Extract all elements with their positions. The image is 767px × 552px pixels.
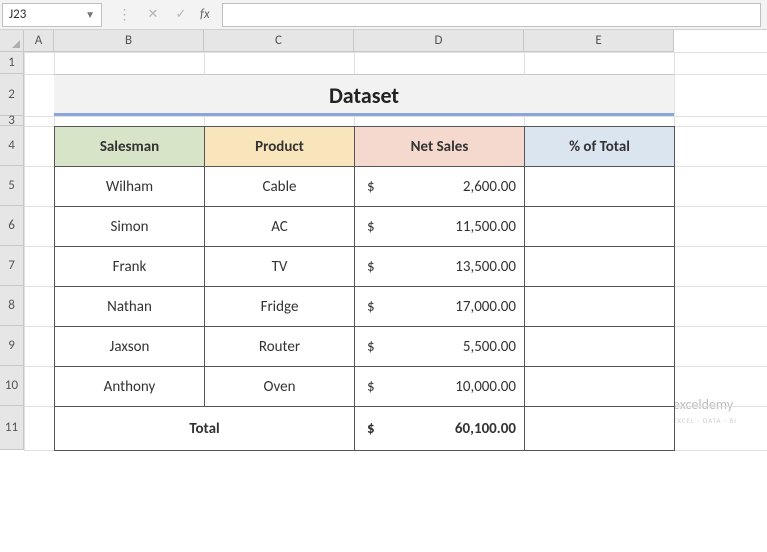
header-net-sales[interactable]: Net Sales (355, 127, 525, 167)
row-header-2[interactable]: 2 (0, 74, 24, 116)
cell-salesman[interactable]: Jaxson (55, 327, 205, 367)
enter-icon[interactable]: ✓ (168, 4, 194, 26)
cell-salesman[interactable]: Frank (55, 247, 205, 287)
data-table: Salesman Product Net Sales % of Total Wi… (54, 126, 675, 451)
cell-net-sales[interactable]: $17,000.00 (355, 287, 525, 327)
dataset-title: Dataset (54, 74, 674, 116)
cell-pct-total[interactable] (525, 207, 675, 247)
amount-value: 2,600.00 (463, 178, 516, 196)
gridline-h (24, 116, 767, 117)
row-header-6[interactable]: 6 (0, 206, 24, 246)
watermark-brand: exceldemy (673, 396, 733, 413)
amount-value: 13,500.00 (455, 258, 516, 276)
cell-pct-total[interactable] (525, 167, 675, 207)
amount-value: 5,500.00 (463, 338, 516, 356)
cell-product[interactable]: Cable (205, 167, 355, 207)
title-underline (54, 113, 674, 116)
table-row: AnthonyOven$10,000.00 (55, 367, 675, 407)
amount-value: 10,000.00 (455, 378, 516, 396)
table-row: FrankTV$13,500.00 (55, 247, 675, 287)
formula-input[interactable] (222, 3, 761, 27)
cell-pct-total[interactable] (525, 247, 675, 287)
watermark-subtitle: EXCEL · DATA · BI (673, 416, 737, 425)
formula-bar: J23 ▼ ⋮ ✕ ✓ fx (0, 0, 767, 30)
currency-symbol: $ (363, 218, 375, 236)
table-header-row: Salesman Product Net Sales % of Total (55, 127, 675, 167)
row-header-1[interactable]: 1 (0, 52, 24, 74)
expand-icon[interactable]: ⋮ (112, 4, 138, 26)
col-header-D[interactable]: D (354, 30, 524, 52)
cell-product[interactable]: Fridge (205, 287, 355, 327)
total-value-cell[interactable]: $ 60,100.00 (355, 407, 525, 451)
total-pct-cell[interactable] (525, 407, 675, 451)
cell-pct-total[interactable] (525, 367, 675, 407)
table-row: JaxsonRouter$5,500.00 (55, 327, 675, 367)
currency-symbol: $ (363, 378, 375, 396)
row-header-9[interactable]: 9 (0, 326, 24, 366)
sheet-area[interactable]: Dataset Salesman Product Net Sales % of … (24, 52, 767, 450)
gridline-v (24, 52, 25, 450)
table-row: WilhamCable$2,600.00 (55, 167, 675, 207)
row-header-10[interactable]: 10 (0, 366, 24, 406)
header-salesman[interactable]: Salesman (55, 127, 205, 167)
cell-net-sales[interactable]: $2,600.00 (355, 167, 525, 207)
name-box-dropdown-icon[interactable]: ▼ (85, 8, 95, 21)
name-box[interactable]: J23 ▼ (2, 3, 102, 27)
row-headers: 1234567891011 (0, 52, 24, 450)
col-header-C[interactable]: C (204, 30, 354, 52)
cell-product[interactable]: Router (205, 327, 355, 367)
row-header-4[interactable]: 4 (0, 126, 24, 166)
cell-pct-total[interactable] (525, 327, 675, 367)
amount-value: 17,000.00 (455, 298, 516, 316)
fx-label[interactable]: fx (200, 7, 210, 22)
cell-salesman[interactable]: Nathan (55, 287, 205, 327)
total-label[interactable]: Total (55, 407, 355, 451)
table-row: NathanFridge$17,000.00 (55, 287, 675, 327)
cell-net-sales[interactable]: $5,500.00 (355, 327, 525, 367)
formula-bar-buttons: ⋮ ✕ ✓ fx (106, 4, 216, 26)
cell-salesman[interactable]: Wilham (55, 167, 205, 207)
currency-symbol: $ (363, 298, 375, 316)
row-header-5[interactable]: 5 (0, 166, 24, 206)
col-header-E[interactable]: E (524, 30, 674, 52)
cell-pct-total[interactable] (525, 287, 675, 327)
row-header-11[interactable]: 11 (0, 406, 24, 450)
cell-salesman[interactable]: Anthony (55, 367, 205, 407)
cell-net-sales[interactable]: $11,500.00 (355, 207, 525, 247)
cell-product[interactable]: TV (205, 247, 355, 287)
cell-reference: J23 (9, 7, 26, 22)
header-product[interactable]: Product (205, 127, 355, 167)
currency-symbol: $ (363, 258, 375, 276)
header-pct-total[interactable]: % of Total (525, 127, 675, 167)
watermark-text: exceldemy EXCEL · DATA · BI (673, 398, 737, 426)
grid-body: 1234567891011 Dataset Salesman Product N… (0, 52, 767, 450)
row-header-7[interactable]: 7 (0, 246, 24, 286)
row-header-8[interactable]: 8 (0, 286, 24, 326)
total-row: Total $ 60,100.00 (55, 407, 675, 451)
col-header-A[interactable]: A (24, 30, 54, 52)
amount-value: 11,500.00 (455, 218, 516, 236)
cell-net-sales[interactable]: $13,500.00 (355, 247, 525, 287)
cell-salesman[interactable]: Simon (55, 207, 205, 247)
table-row: SimonAC$11,500.00 (55, 207, 675, 247)
cancel-icon[interactable]: ✕ (140, 4, 166, 26)
total-amount: 60,100.00 (455, 420, 516, 438)
col-header-B[interactable]: B (54, 30, 204, 52)
currency-symbol: $ (363, 420, 375, 438)
currency-symbol: $ (363, 338, 375, 356)
cell-product[interactable]: Oven (205, 367, 355, 407)
cell-product[interactable]: AC (205, 207, 355, 247)
currency-symbol: $ (363, 178, 375, 196)
gridline-h (24, 52, 767, 53)
cell-net-sales[interactable]: $10,000.00 (355, 367, 525, 407)
row-header-3[interactable]: 3 (0, 116, 24, 126)
select-all-corner[interactable] (0, 30, 24, 52)
column-header-row: ABCDE (0, 30, 767, 52)
